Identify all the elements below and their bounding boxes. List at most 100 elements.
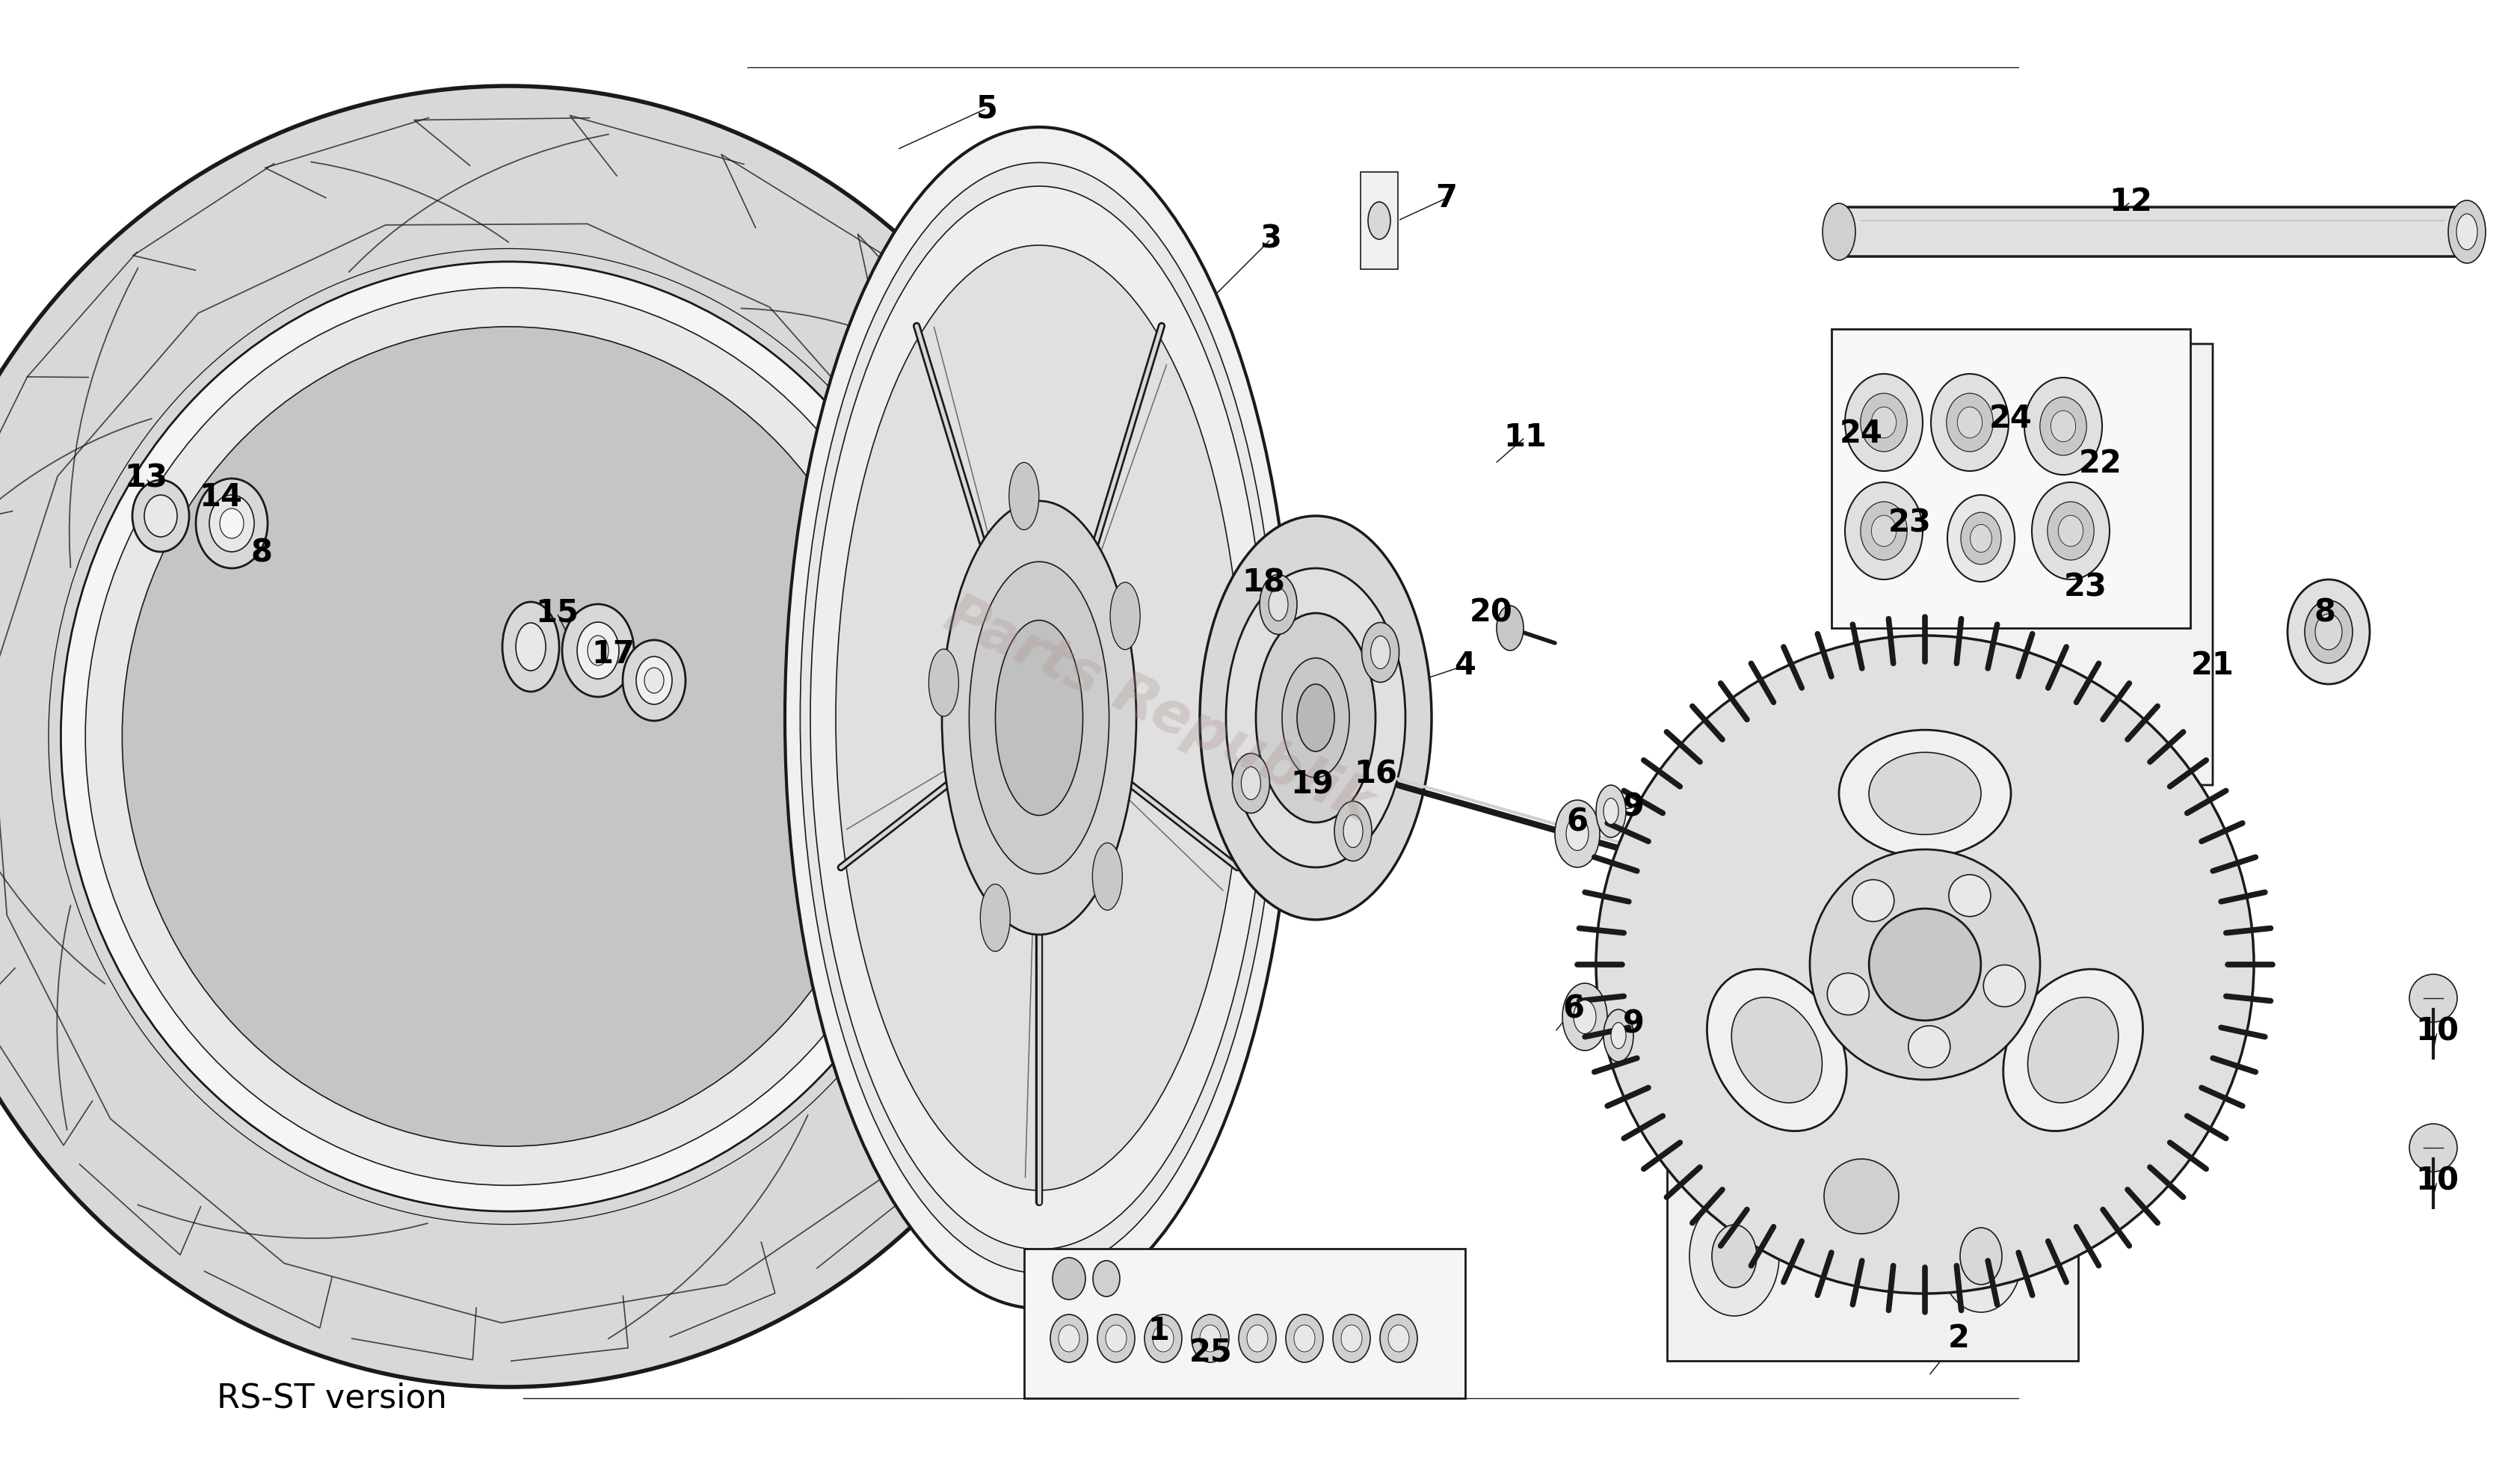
- Ellipse shape: [1058, 1325, 1079, 1353]
- Ellipse shape: [1051, 1314, 1089, 1363]
- Ellipse shape: [811, 186, 1268, 1250]
- Ellipse shape: [1094, 1260, 1119, 1297]
- Ellipse shape: [1227, 568, 1406, 867]
- Text: 7: 7: [1436, 182, 1457, 214]
- Ellipse shape: [2409, 1124, 2457, 1172]
- Ellipse shape: [801, 163, 1278, 1273]
- Text: 2: 2: [1948, 1323, 1971, 1354]
- Ellipse shape: [144, 494, 176, 537]
- Text: Parts Republik: Parts Republik: [937, 587, 1381, 833]
- Ellipse shape: [995, 621, 1084, 816]
- Ellipse shape: [645, 667, 663, 692]
- Circle shape: [1948, 874, 1991, 917]
- Ellipse shape: [1572, 1000, 1595, 1034]
- Ellipse shape: [1958, 406, 1983, 439]
- Ellipse shape: [784, 128, 1293, 1309]
- Ellipse shape: [2039, 398, 2087, 455]
- Ellipse shape: [970, 562, 1109, 874]
- Text: 21: 21: [2190, 650, 2235, 681]
- Text: 9: 9: [1623, 1009, 1643, 1040]
- Ellipse shape: [1389, 1325, 1409, 1353]
- Ellipse shape: [1361, 622, 1399, 682]
- Ellipse shape: [1368, 202, 1391, 239]
- Text: 19: 19: [1290, 769, 1333, 801]
- Ellipse shape: [197, 478, 267, 568]
- Ellipse shape: [121, 327, 895, 1146]
- Ellipse shape: [1240, 1314, 1275, 1363]
- Ellipse shape: [1870, 753, 1981, 835]
- Text: 1: 1: [1149, 1316, 1169, 1347]
- Ellipse shape: [1096, 1314, 1134, 1363]
- Ellipse shape: [2316, 613, 2341, 650]
- Ellipse shape: [1293, 1325, 1315, 1353]
- Ellipse shape: [219, 509, 244, 538]
- Ellipse shape: [1260, 575, 1298, 634]
- Circle shape: [1797, 1133, 1925, 1260]
- Ellipse shape: [0, 87, 1121, 1386]
- Ellipse shape: [1555, 800, 1600, 867]
- Ellipse shape: [980, 885, 1011, 952]
- Text: 15: 15: [534, 597, 580, 629]
- Ellipse shape: [1872, 406, 1895, 439]
- FancyBboxPatch shape: [1832, 329, 2190, 628]
- Ellipse shape: [1610, 1022, 1625, 1049]
- Text: 20: 20: [1469, 597, 1512, 629]
- Ellipse shape: [1381, 1314, 1416, 1363]
- Ellipse shape: [587, 635, 607, 666]
- Text: 10: 10: [2414, 1017, 2460, 1047]
- Circle shape: [1595, 635, 2253, 1294]
- Ellipse shape: [1711, 1225, 1756, 1288]
- Ellipse shape: [1845, 483, 1923, 579]
- Ellipse shape: [1333, 1314, 1371, 1363]
- Text: 23: 23: [2064, 571, 2107, 603]
- Ellipse shape: [1255, 613, 1376, 823]
- Ellipse shape: [1971, 525, 1991, 552]
- Ellipse shape: [1242, 767, 1260, 800]
- Ellipse shape: [930, 648, 958, 716]
- Text: 6: 6: [1562, 993, 1585, 1025]
- Ellipse shape: [635, 657, 673, 704]
- Text: 8: 8: [252, 537, 272, 569]
- Polygon shape: [1855, 343, 2213, 1256]
- Ellipse shape: [1860, 393, 1908, 452]
- Ellipse shape: [1603, 798, 1618, 824]
- Ellipse shape: [60, 261, 955, 1212]
- Ellipse shape: [1562, 983, 1608, 1050]
- Ellipse shape: [2059, 515, 2084, 546]
- Ellipse shape: [1497, 606, 1525, 650]
- Ellipse shape: [1930, 374, 2008, 471]
- Ellipse shape: [2457, 214, 2477, 249]
- Ellipse shape: [1845, 374, 1923, 471]
- Ellipse shape: [577, 622, 620, 679]
- Ellipse shape: [1247, 1325, 1268, 1353]
- Ellipse shape: [1706, 970, 1847, 1131]
- Ellipse shape: [1341, 1325, 1361, 1353]
- Circle shape: [1870, 908, 1981, 1021]
- Ellipse shape: [1094, 844, 1121, 910]
- Text: 18: 18: [1242, 568, 1285, 599]
- Text: 4: 4: [1454, 650, 1477, 681]
- Text: 13: 13: [123, 462, 166, 494]
- Ellipse shape: [1152, 1325, 1174, 1353]
- Ellipse shape: [2031, 483, 2109, 579]
- Text: 9: 9: [1623, 792, 1643, 823]
- Ellipse shape: [1336, 801, 1371, 861]
- Ellipse shape: [2051, 411, 2076, 442]
- Text: 3: 3: [1260, 223, 1283, 255]
- Ellipse shape: [1961, 1228, 2001, 1285]
- Circle shape: [1809, 849, 2041, 1080]
- Text: 25: 25: [1189, 1338, 1232, 1369]
- Text: 10: 10: [2414, 1166, 2460, 1197]
- Circle shape: [1908, 1025, 1950, 1068]
- Polygon shape: [1668, 1062, 2079, 1361]
- Ellipse shape: [1200, 516, 1431, 920]
- Ellipse shape: [1285, 1314, 1323, 1363]
- Text: 11: 11: [1504, 421, 1547, 453]
- Ellipse shape: [1111, 582, 1139, 650]
- Polygon shape: [1023, 1248, 1464, 1398]
- Ellipse shape: [1603, 1009, 1633, 1062]
- Ellipse shape: [2288, 579, 2369, 684]
- Ellipse shape: [1840, 731, 2011, 857]
- Ellipse shape: [1144, 1314, 1182, 1363]
- Text: 24: 24: [1840, 418, 1882, 449]
